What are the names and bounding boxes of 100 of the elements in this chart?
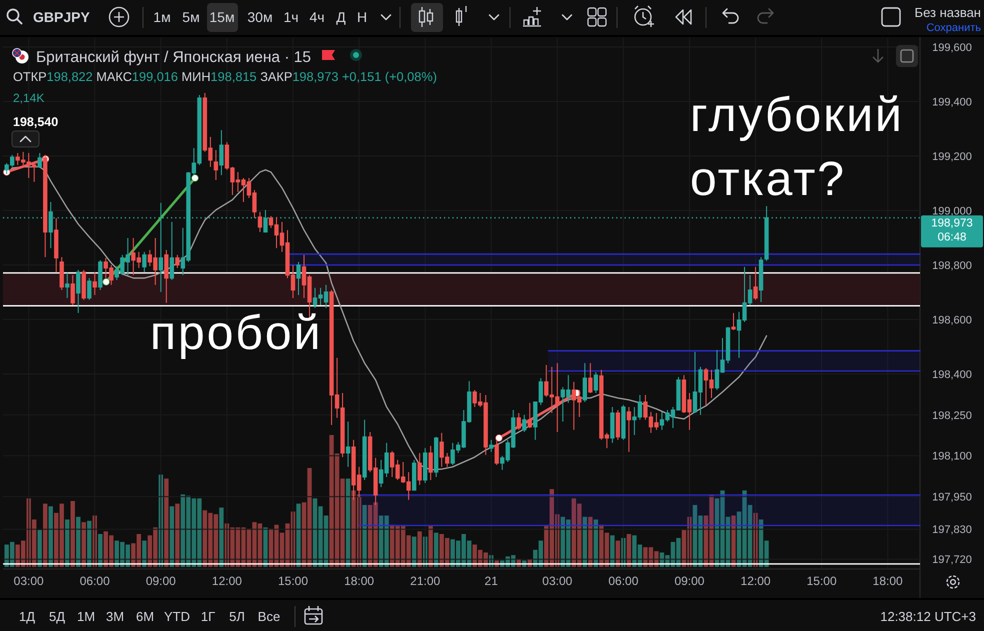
x-tick-label: 09:00 [146,574,176,588]
text: Все [258,609,280,624]
y-tick-label: 199,200 [932,150,972,163]
candlestick [516,412,521,430]
candlestick [70,274,75,306]
candlestick [346,421,350,468]
annotation: 2,14K [13,91,44,105]
bar [362,504,367,567]
text: 5Л [229,609,245,624]
candlestick [522,414,526,433]
text: 15м [209,9,235,25]
bar [588,516,593,567]
bar [175,504,180,567]
text: 6М [136,609,154,624]
text: 12:38:12 UTC+3 [880,609,976,624]
candlestick [98,260,102,291]
candlestick [428,445,433,480]
candlestick [594,372,598,394]
candlestick [434,436,438,478]
bar [428,526,433,567]
candlestick [170,221,174,280]
x-tick-label: 21 [484,574,498,588]
annotation: пробой [150,307,322,360]
y-tick-label: 198,800 [932,260,972,272]
y-tick-label: 197,720 [932,554,972,566]
candlestick [412,459,416,491]
bar [48,506,53,567]
text: 1М [76,609,96,624]
x-tick-label: 21:00 [410,574,440,588]
candlestick [582,362,587,403]
candlestick [588,362,592,394]
candlestick [731,312,736,331]
x-tick-label: 03:00 [14,574,44,588]
candlestick [87,278,92,300]
bar [417,531,422,567]
bar [82,522,86,567]
y-tick-label: 198,400 [932,368,972,381]
y-tick-label: 199,000 [932,205,972,218]
text: 1Д [18,609,36,624]
bar [38,530,42,567]
text: YTD [164,609,190,624]
candlestick [219,130,224,176]
candlestick [76,269,80,314]
bar [76,516,80,567]
candlestick [528,402,532,428]
y-tick-label: 198,600 [932,314,972,326]
candlestick [489,439,494,452]
candlestick [296,261,301,296]
y-tick-label: 197,950 [932,492,972,504]
candlestick [626,406,632,452]
text: Без назван [914,5,981,20]
candlestick [54,218,58,273]
candlestick [65,272,70,298]
candlestick [142,251,146,273]
x-tick-label: 18:00 [872,574,904,588]
x-tick-label: 06:00 [80,574,110,588]
x-tick-label: 12:00 [212,574,242,588]
x-tick-label: 09:00 [674,574,705,588]
bar [219,508,224,567]
text: 1Г [200,609,216,624]
x-tick-label: 18:00 [344,574,374,588]
x-tick-label: 12:00 [740,574,771,588]
candlestick [60,256,64,291]
bar [65,519,70,567]
bar [142,540,147,567]
candlestick [214,149,218,180]
candlestick [258,211,262,233]
bar [170,506,174,567]
candlestick [418,452,422,486]
text: 3М [106,609,124,624]
text: 1ч [283,9,299,25]
bar [87,520,92,567]
text: Н [356,9,368,25]
candlestick [423,448,428,484]
text: 4ч [309,9,325,25]
text: GBPJPY [33,9,90,25]
text: Сохранить [926,22,982,34]
x-tick-label: 15:00 [278,574,308,588]
bar [43,504,48,567]
candlestick [92,272,97,296]
bar [610,535,615,567]
annotation: 198,540 [13,115,58,129]
candlestick [621,404,626,440]
y-tick-label: 199,600 [932,42,972,54]
y-tick-label: 197,830 [932,524,972,536]
ref-line-label: 198,973 06:48 [931,217,973,244]
x-tick-label: 03:00 [542,574,573,588]
annotation: глубокий откат? [690,89,904,206]
candlestick [82,269,86,300]
y-tick-label: 198,250 [932,410,972,422]
bar [626,534,632,567]
text: 5м [182,9,200,25]
y-tick-label: 199,400 [932,96,972,108]
bar [434,532,438,567]
bar [98,534,102,567]
annotation: ОТКР198,822 МАКС199,016 МИН198,815 ЗАКР198,973 +0,151 (+0,08%) [13,69,437,84]
candlestick [753,266,758,300]
bar [594,519,598,567]
bar [412,536,416,567]
x-tick-label: 06:00 [608,574,639,588]
